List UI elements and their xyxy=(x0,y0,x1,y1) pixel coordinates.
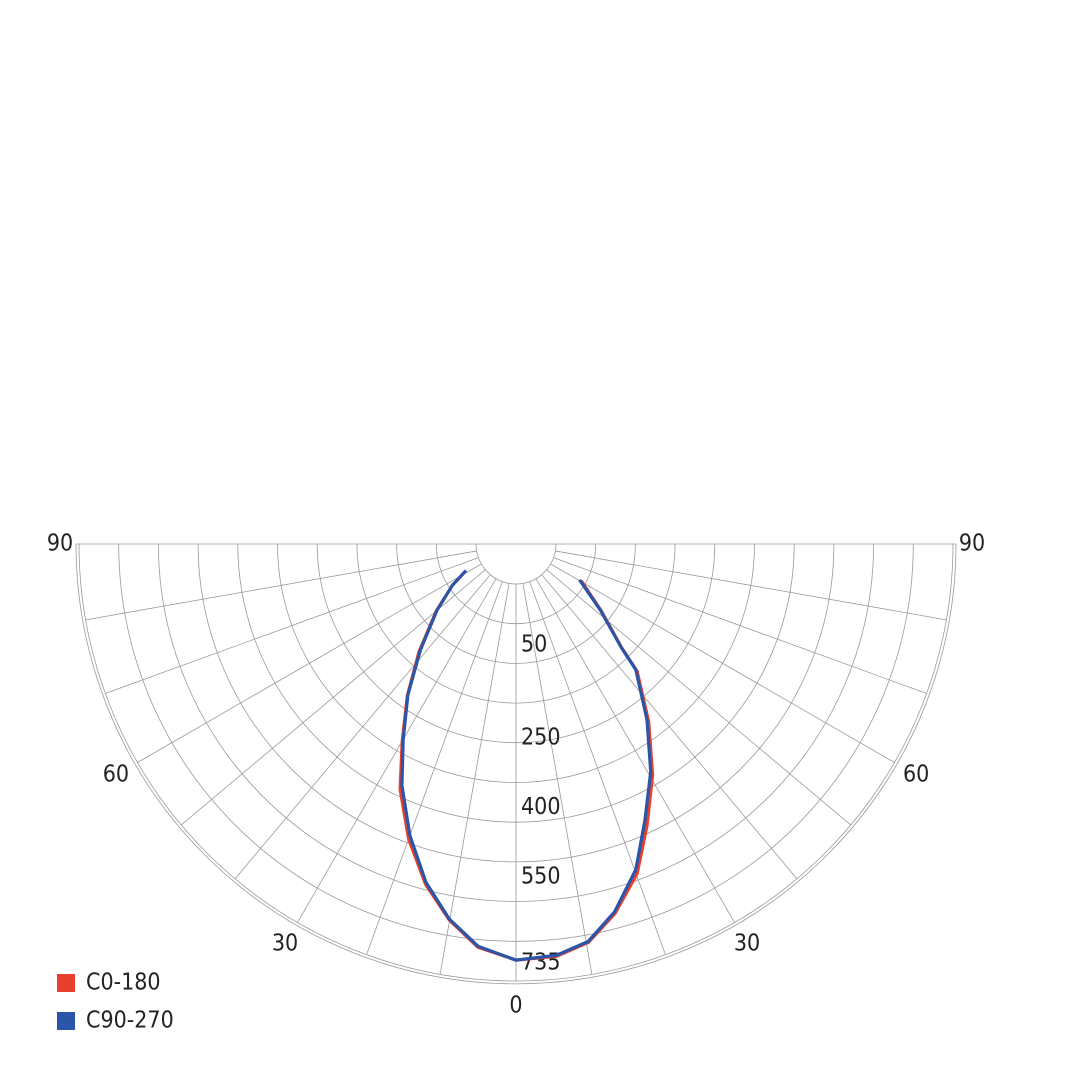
radial-tick-label: 735 xyxy=(521,950,561,976)
spoke xyxy=(105,557,479,694)
spoke xyxy=(366,581,503,955)
spoke xyxy=(541,574,798,880)
radial-tick-label: 550 xyxy=(521,864,561,890)
radial-tick-label: 50 xyxy=(521,631,547,657)
angle-tick-label: 30 xyxy=(734,931,760,957)
spoke xyxy=(529,581,666,955)
angle-tick-label: 90 xyxy=(959,531,985,557)
spoke xyxy=(546,569,852,826)
legend-swatch xyxy=(57,974,75,992)
spoke xyxy=(137,563,482,763)
spoke xyxy=(550,563,895,763)
angle-tick-label: 30 xyxy=(272,931,298,957)
spoke xyxy=(297,578,497,923)
series-line xyxy=(400,569,653,962)
spoke xyxy=(555,550,947,621)
outer-ring xyxy=(75,543,957,985)
radial-tick-label: 400 xyxy=(521,794,561,820)
legend-label: C0-180 xyxy=(86,970,161,996)
spoke xyxy=(85,550,477,621)
spoke xyxy=(234,574,491,880)
angle-tick-label: 60 xyxy=(103,762,129,788)
spoke xyxy=(535,578,735,923)
grid-ring xyxy=(475,543,557,585)
angle-tick-label: 60 xyxy=(903,762,929,788)
angle-tick-label: 0 xyxy=(509,993,522,1019)
angle-tick-label: 90 xyxy=(47,531,73,557)
radial-tick-label: 250 xyxy=(521,724,561,750)
spoke xyxy=(522,583,593,975)
spoke xyxy=(439,583,510,975)
spoke xyxy=(553,557,927,694)
legend-label: C90-270 xyxy=(86,1008,174,1034)
legend-swatch xyxy=(57,1012,75,1030)
